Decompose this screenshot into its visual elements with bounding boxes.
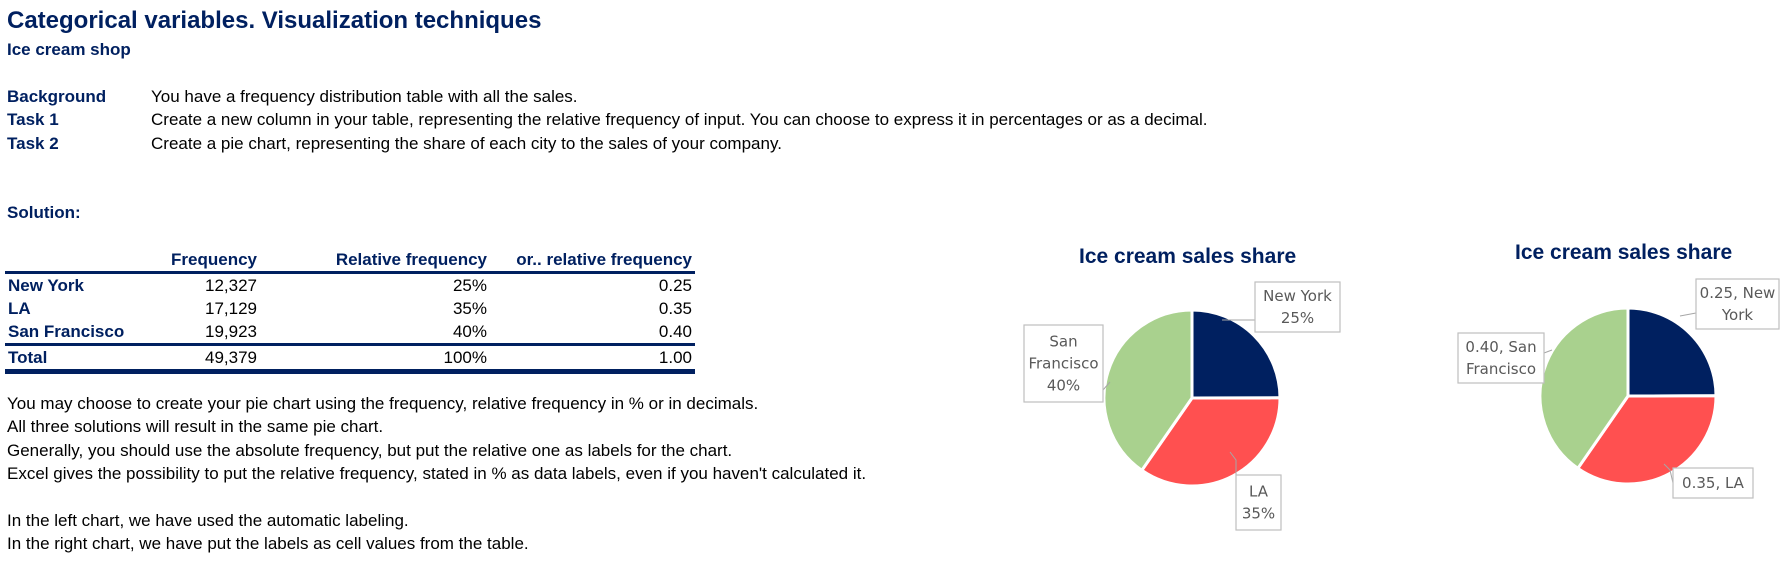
background-label: Background	[7, 87, 107, 106]
task2-text: Create a pie chart, representing the sha…	[151, 134, 782, 153]
data-label: LA 35%	[1229, 451, 1282, 531]
pie-chart-left: New York 25% LA 35% San Francisco 40%	[1023, 281, 1341, 531]
table-header: Relative frequency	[335, 249, 487, 269]
table-header-blank	[5, 248, 160, 273]
frequency-cell: 12,327	[205, 275, 257, 295]
pie-slice-new-york	[1626, 306, 1718, 398]
pie-slice-la	[1575, 394, 1718, 486]
task1-text: Create a new column in your table, repre…	[151, 110, 1208, 129]
total-relative-dec: 1.00	[658, 347, 692, 367]
note-line: In the right chart, we have put the labe…	[7, 534, 529, 553]
leader-line	[1663, 463, 1674, 484]
data-label-text: San	[1049, 333, 1077, 351]
chart-title-left: Ice cream sales share	[1079, 245, 1297, 268]
frequency-cell: 17,129	[205, 298, 257, 318]
data-label-box	[1695, 278, 1780, 330]
data-label-text: 35%	[1242, 505, 1275, 523]
table-header: or.. relative frequency	[516, 249, 692, 269]
relative-dec-cell: 0.40	[658, 321, 692, 341]
table-header-row: Frequency Relative frequency or.. relati…	[5, 248, 695, 273]
frequency-cell: 19,923	[205, 321, 257, 341]
table-row: New York 12,327 25% 0.25	[5, 273, 695, 298]
leader-line	[1679, 312, 1697, 317]
city-name: New York	[8, 275, 84, 295]
chart-title-right: Ice cream sales share	[1515, 241, 1733, 264]
relative-pct-cell: 40%	[452, 321, 487, 341]
data-label-text: LA	[1249, 483, 1269, 501]
data-label-text: 0.35, LA	[1682, 474, 1745, 492]
data-label-text: 40%	[1047, 377, 1080, 395]
data-label-text: 0.40, San	[1465, 338, 1536, 356]
note-line: In the left chart, we have used the auto…	[7, 511, 409, 530]
data-label-box	[1457, 332, 1545, 384]
note-line: Generally, you should use the absolute f…	[7, 441, 733, 460]
task1-label: Task 1	[7, 110, 59, 129]
relative-dec-cell: 0.25	[658, 275, 692, 295]
data-label-text: 0.25, New	[1700, 284, 1776, 302]
page-title: Categorical variables. Visualization tec…	[7, 7, 542, 34]
total-relative-pct: 100%	[443, 347, 487, 367]
leader-line	[1102, 381, 1111, 391]
data-label: 0.40, San Francisco	[1457, 332, 1553, 384]
data-label-text: 25%	[1281, 309, 1314, 327]
pie-slice-san-francisco	[1102, 308, 1194, 473]
table-row: San Francisco 19,923 40% 0.40	[5, 320, 695, 345]
data-label: 0.25, New York	[1679, 278, 1780, 330]
data-label: San Francisco 40%	[1023, 324, 1111, 403]
solution-label: Solution:	[7, 203, 81, 222]
data-label-text: New York	[1263, 287, 1332, 305]
data-label: 0.35, LA	[1663, 463, 1754, 499]
data-label-box	[1254, 281, 1341, 333]
note-line: Excel gives the possibility to put the r…	[7, 464, 867, 483]
data-label-text: York	[1721, 306, 1754, 324]
total-label: Total	[8, 347, 48, 367]
pie-slice-la	[1139, 396, 1282, 488]
leader-line	[1229, 451, 1237, 475]
pie-slice-new-york	[1190, 308, 1282, 400]
relative-pct-cell: 25%	[452, 275, 487, 295]
data-label: New York 25%	[1222, 281, 1341, 333]
table-header: Frequency	[171, 249, 257, 269]
note-line: You may choose to create your pie chart …	[7, 394, 759, 413]
frequency-table: Frequency Relative frequency or.. relati…	[5, 248, 695, 374]
page-subtitle: Ice cream shop	[7, 40, 131, 59]
data-label-text: Francisco	[1466, 360, 1536, 378]
task2-label: Task 2	[7, 134, 59, 153]
data-label-box	[1235, 474, 1282, 531]
city-name: San Francisco	[8, 321, 125, 341]
table-row: LA 17,129 35% 0.35	[5, 297, 695, 320]
city-name: LA	[8, 298, 31, 318]
relative-pct-cell: 35%	[452, 298, 487, 318]
data-label-text: Francisco	[1028, 355, 1098, 373]
data-label-box	[1672, 467, 1754, 499]
table-total-row: Total 49,379 100% 1.00	[5, 344, 695, 372]
leader-line	[1543, 349, 1553, 354]
note-line: All three solutions will result in the s…	[7, 417, 384, 436]
pie-chart-right: 0.25, New York 0.35, LA 0.40, San Francisco	[1457, 278, 1780, 499]
total-frequency: 49,379	[205, 347, 257, 367]
relative-dec-cell: 0.35	[658, 298, 692, 318]
background-text: You have a frequency distribution table …	[151, 87, 578, 106]
data-label-box	[1023, 324, 1104, 403]
